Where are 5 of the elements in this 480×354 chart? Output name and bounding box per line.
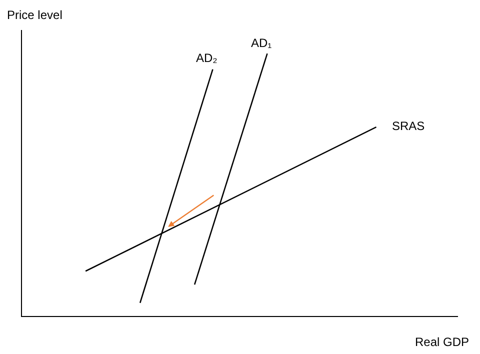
y-axis-title: Price level	[7, 8, 62, 22]
series-label: AD₁	[251, 36, 272, 50]
series-label: AD₂	[196, 51, 218, 65]
series-label: SRAS	[392, 119, 425, 133]
x-axis-title: Real GDP	[415, 335, 470, 349]
